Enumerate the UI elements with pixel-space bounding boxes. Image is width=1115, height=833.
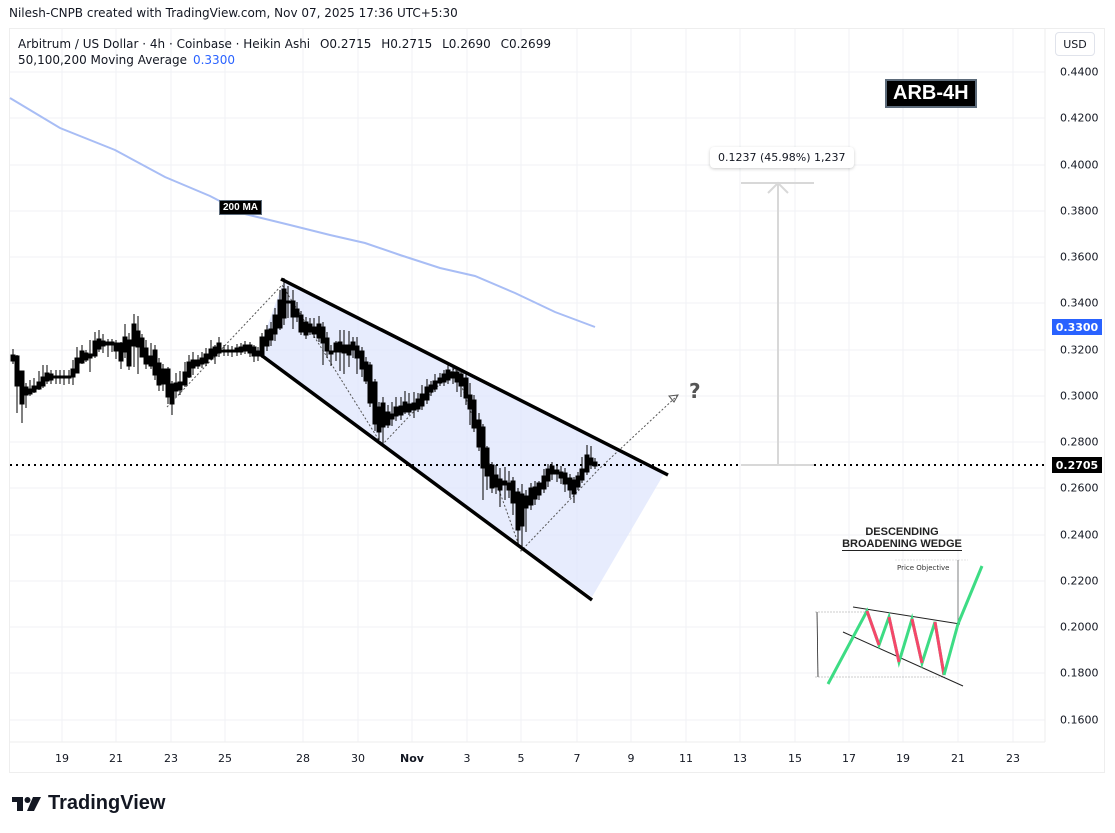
x-tick: 28 bbox=[296, 752, 310, 765]
question-mark: ? bbox=[689, 379, 701, 403]
ma-200-line bbox=[9, 97, 596, 328]
chart-legend: Arbitrum / US Dollar · 4h · Coinbase · H… bbox=[18, 36, 551, 68]
inset-title-line2: BROADENING WEDGE bbox=[842, 538, 962, 551]
y-tick: 0.2200 bbox=[1060, 574, 1099, 588]
ma-indicator-label[interactable]: 50,100,200 Moving Average bbox=[18, 53, 187, 67]
x-tick: 13 bbox=[733, 752, 747, 765]
ohlc-open: O0.2715 bbox=[319, 37, 372, 51]
x-tick: 11 bbox=[679, 752, 693, 765]
inset-wedge-diagram bbox=[815, 559, 984, 687]
y-tick: 0.3800 bbox=[1060, 204, 1099, 218]
x-tick: Nov bbox=[400, 752, 424, 765]
inset-title: DESCENDING BROADENING WEDGE bbox=[838, 526, 966, 551]
x-tick: 23 bbox=[1006, 752, 1020, 765]
y-tick: 0.3600 bbox=[1060, 250, 1099, 264]
arrow-head-icon bbox=[668, 394, 679, 403]
symbol-description[interactable]: Arbitrum / US Dollar · 4h · Coinbase · H… bbox=[18, 37, 311, 51]
y-tick: 0.3200 bbox=[1060, 343, 1099, 357]
x-tick: 17 bbox=[842, 752, 856, 765]
y-tick: 0.2400 bbox=[1060, 528, 1099, 542]
y-tick: 0.4400 bbox=[1060, 65, 1099, 79]
inset-price-objective: Price Objective bbox=[897, 564, 950, 572]
currency-button[interactable]: USD bbox=[1055, 32, 1095, 56]
wedge-upper-line bbox=[280, 277, 669, 477]
x-tick: 9 bbox=[627, 752, 635, 765]
x-tick: 21 bbox=[109, 752, 123, 765]
y-tick: 0.3000 bbox=[1060, 389, 1099, 403]
x-tick: 21 bbox=[951, 752, 965, 765]
ohlc-high: H0.2715 bbox=[381, 37, 433, 51]
grid-vertical bbox=[61, 29, 1014, 742]
x-tick: 15 bbox=[788, 752, 802, 765]
y-tick: 0.1800 bbox=[1060, 666, 1099, 680]
tradingview-logo-icon bbox=[12, 796, 41, 811]
last-price-label: 0.2705 bbox=[1052, 457, 1102, 473]
ohlc-low: L0.2690 bbox=[442, 37, 491, 51]
y-tick: 0.1600 bbox=[1060, 713, 1099, 727]
x-tick: 23 bbox=[164, 752, 178, 765]
measure-label: 0.1237 (45.98%) 1,237 bbox=[710, 147, 854, 168]
attribution-text: Nilesh-CNPB created with TradingView.com… bbox=[9, 6, 458, 20]
y-tick: 0.4000 bbox=[1060, 158, 1099, 172]
candles bbox=[10, 278, 598, 547]
x-tick: 19 bbox=[896, 752, 910, 765]
symbol-tag: ARB-4H bbox=[885, 79, 977, 108]
ma-price-label: 0.3300 bbox=[1052, 319, 1102, 335]
ohlc-close: C0.2699 bbox=[500, 37, 551, 51]
logo-text: TradingView bbox=[48, 792, 166, 814]
chart-frame bbox=[9, 28, 1105, 773]
inset-title-line1: DESCENDING bbox=[865, 526, 939, 538]
x-tick: 25 bbox=[218, 752, 232, 765]
y-tick: 0.3400 bbox=[1060, 296, 1099, 310]
ma-200-tag: 200 MA bbox=[219, 200, 263, 215]
x-tick: 3 bbox=[463, 752, 471, 765]
y-tick: 0.2000 bbox=[1060, 620, 1099, 634]
ma-indicator-value: 0.3300 bbox=[192, 53, 235, 67]
x-tick: 7 bbox=[573, 752, 581, 765]
wedge-lower-line bbox=[255, 350, 594, 602]
y-tick: 0.2800 bbox=[1060, 435, 1099, 449]
x-tick: 19 bbox=[55, 752, 69, 765]
x-tick: 5 bbox=[517, 752, 525, 765]
y-tick: 0.4200 bbox=[1060, 111, 1099, 125]
x-tick: 30 bbox=[351, 752, 365, 765]
y-tick: 0.2600 bbox=[1060, 481, 1099, 495]
tradingview-logo[interactable]: TradingView bbox=[12, 792, 165, 815]
measure-tool bbox=[741, 181, 814, 466]
